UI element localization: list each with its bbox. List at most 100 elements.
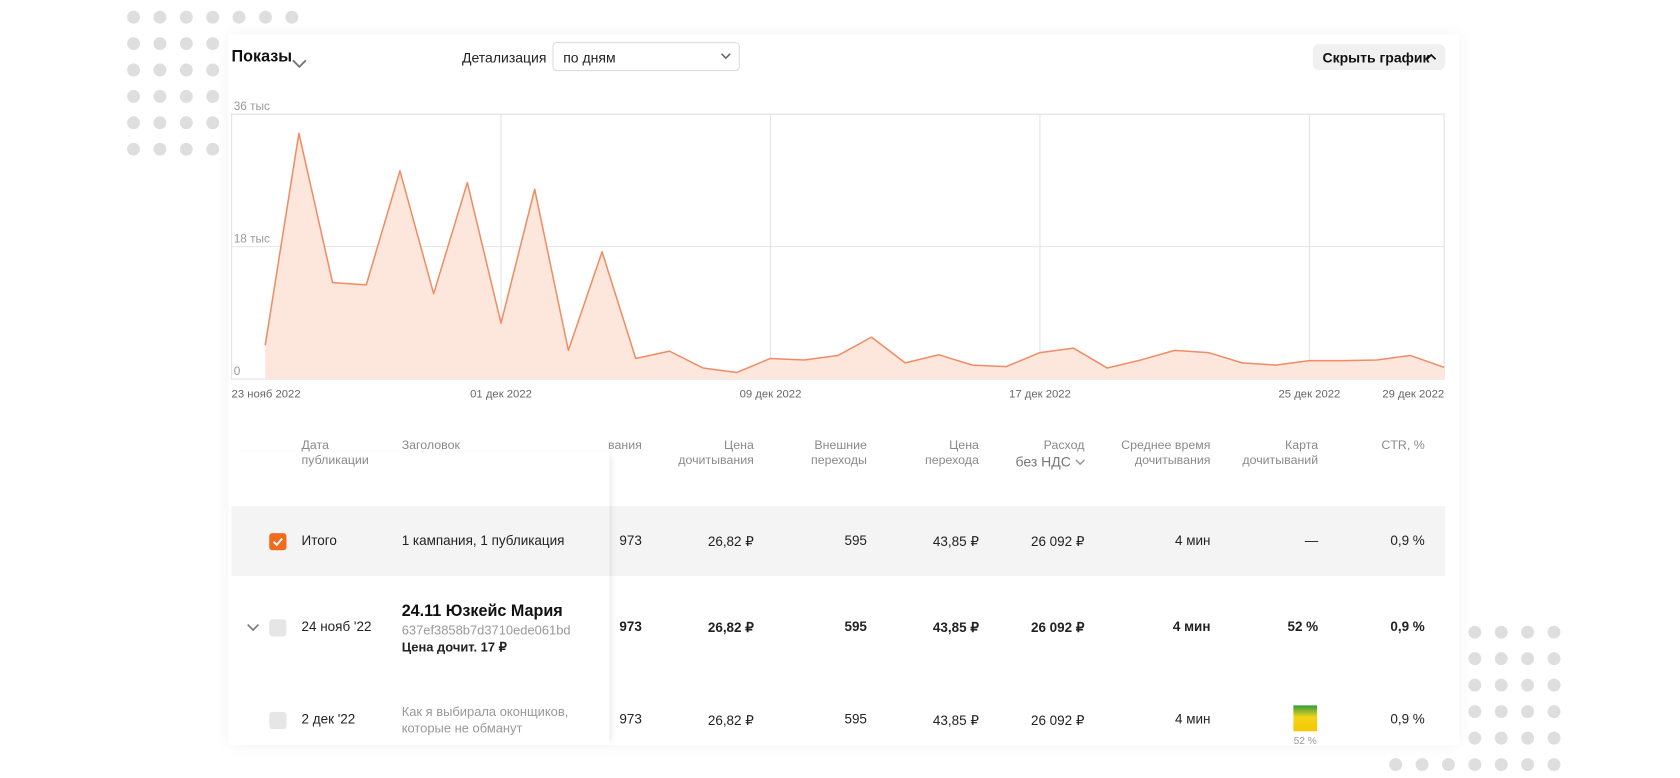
column-header: CTR, %: [1381, 439, 1425, 453]
dot: [206, 10, 220, 24]
table-cell: 26 092 ₽: [1030, 534, 1085, 550]
dot: [1494, 758, 1508, 772]
chart: 0 18 тыс 36 тыс 23 нояб 2022 01 дек 2022 09 д…: [230, 99, 1445, 400]
summary-title: 1 кампания, 1 публикация: [401, 533, 565, 549]
dot: [1494, 705, 1508, 719]
dot: [179, 10, 193, 24]
dot: [153, 142, 167, 156]
dot: [179, 63, 193, 77]
table-cell: —: [1304, 533, 1319, 549]
dot: [127, 116, 140, 130]
dot: [1521, 625, 1535, 639]
dot: [153, 116, 167, 130]
checkbox[interactable]: [269, 533, 287, 551]
publication-title: Как я выбирала оконщиков, которые не обм…: [401, 704, 569, 736]
sticky-column: [231, 452, 610, 746]
dot: [1547, 678, 1561, 692]
detail-select[interactable]: по дням: [552, 41, 740, 72]
dot: [127, 63, 140, 77]
column-header: Заголовок: [401, 439, 460, 453]
dot: [1521, 731, 1535, 745]
y-tick-label: 0: [234, 364, 241, 378]
table-cell: 0,9 %: [1390, 619, 1425, 635]
y-tick-label: 18 тыс: [234, 231, 270, 245]
table-cell: 4 мин: [1172, 619, 1211, 635]
dot: [153, 10, 167, 24]
dot: [1521, 652, 1535, 666]
hide-chart-button[interactable]: Скрыть график: [1312, 44, 1446, 70]
table-cell: 0,9 %: [1390, 533, 1425, 549]
dot: [153, 63, 167, 77]
x-tick-label: 17 дек 2022: [1009, 388, 1071, 400]
expense-note[interactable]: без НДС: [1015, 453, 1071, 470]
dot: [179, 37, 193, 51]
dot: [206, 142, 220, 156]
table-cell: 595: [844, 619, 867, 635]
dot: [206, 63, 220, 77]
dot: [1468, 625, 1482, 639]
detail-label: Детализация: [461, 49, 547, 66]
publication-price: Цена дочит. 17 ₽: [401, 639, 507, 655]
line: [264, 132, 1445, 374]
dot: [206, 116, 220, 130]
dot: [1494, 678, 1508, 692]
dot: [1441, 758, 1455, 772]
column-header: Дата публикации: [301, 439, 369, 468]
dot: [127, 10, 140, 24]
x-tick-label: 25 дек 2022: [1279, 388, 1341, 400]
date: Итого: [301, 533, 337, 549]
dot: [1547, 705, 1561, 719]
table-cell: 26,82 ₽: [707, 620, 754, 636]
metric-chevron[interactable]: [291, 57, 308, 70]
expand-chevron[interactable]: [246, 622, 261, 633]
dot: [1415, 758, 1429, 772]
dot: [232, 10, 246, 24]
dot: [1468, 678, 1482, 692]
dot: [1389, 758, 1403, 772]
table-cell: 26 092 ₽: [1030, 712, 1085, 728]
checkbox[interactable]: [269, 711, 287, 730]
checkbox[interactable]: [269, 619, 287, 637]
dot: [1468, 758, 1482, 772]
table-cell: 43,85 ₽: [932, 534, 979, 550]
dot: [1547, 652, 1561, 666]
hide-chart-label: Скрыть график: [1322, 49, 1430, 66]
x-tick-label: 01 дек 2022: [470, 388, 532, 400]
expense-chevron: [1075, 459, 1085, 466]
publication-title: 24.11 Юзкейс Мария: [401, 601, 563, 621]
metric-select[interactable]: Показы: [231, 47, 293, 66]
column-header: Расход: [1043, 439, 1085, 453]
dot: [1547, 625, 1561, 639]
table-cell: 26,82 ₽: [707, 534, 754, 550]
table-cell: 26,82 ₽: [707, 712, 754, 728]
table-cell: 973: [619, 619, 642, 635]
dot: [206, 89, 220, 103]
dot: [1468, 731, 1482, 745]
table-cell: 26 092 ₽: [1030, 620, 1085, 636]
dot: [1521, 678, 1535, 692]
table-cell: 0,9 %: [1390, 711, 1425, 727]
dot: [127, 89, 140, 103]
dot: [127, 37, 140, 51]
total-row-sticky-bg: [231, 506, 610, 577]
dot: [285, 10, 299, 24]
column-header: Карта дочитываний: [1242, 439, 1319, 468]
dot: [153, 89, 167, 103]
heatmap-label: 52 %: [1293, 735, 1317, 748]
column-header: Внешние переходы: [811, 439, 867, 468]
date: 24 нояб '22: [301, 619, 372, 635]
table-cell: 973: [619, 711, 642, 727]
dot: [1547, 758, 1561, 772]
table-cell: 4 мин: [1175, 533, 1211, 549]
x-tick-label: 23 нояб 2022: [232, 388, 301, 400]
table-cell: 43,85 ₽: [932, 620, 979, 636]
hide-chevron: [1426, 53, 1437, 60]
dot: [206, 37, 220, 51]
dot: [179, 116, 193, 130]
x-tick-label: 09 дек 2022: [740, 388, 802, 400]
dot: [1547, 731, 1561, 745]
table-cell: 43,85 ₽: [932, 712, 979, 728]
dot: [1468, 705, 1482, 719]
y-tick-label: 36 тыс: [234, 99, 270, 113]
